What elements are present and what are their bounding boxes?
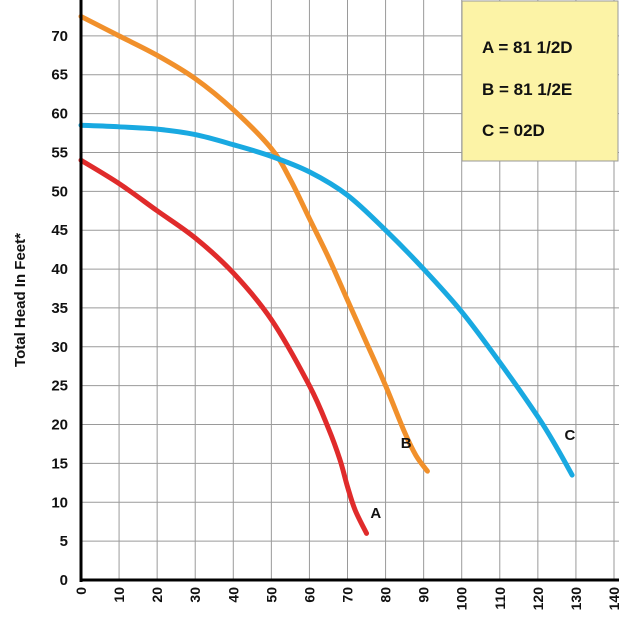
y-tick-25: 25: [51, 378, 68, 395]
axes: [79, 0, 619, 582]
y-tick-10: 10: [51, 494, 68, 511]
y-tick-70: 70: [51, 28, 68, 45]
y-tick-15: 15: [51, 455, 68, 472]
y-tick-65: 65: [51, 67, 68, 84]
x-tick-40: 40: [225, 587, 241, 603]
legend-entry-a: A = 81 1/2D: [482, 38, 573, 57]
x-tick-10: 10: [111, 587, 127, 603]
y-tick-30: 30: [51, 339, 68, 356]
legend: A = 81 1/2D B = 81 1/2E C = 02D: [461, 0, 619, 162]
legend-entry-b: B = 81 1/2E: [482, 80, 572, 99]
x-tick-120: 120: [530, 587, 546, 611]
series-line-b: [78, 13, 430, 474]
y-tick-20: 20: [51, 417, 68, 434]
x-tick-30: 30: [187, 587, 203, 603]
series-line-a: [78, 157, 370, 536]
y-tick-60: 60: [51, 106, 68, 123]
y-tick-50: 50: [51, 183, 68, 200]
x-tick-60: 60: [301, 587, 317, 603]
y-axis-label: Total Head In Feet*: [12, 233, 29, 367]
x-tick-0: 0: [73, 587, 89, 595]
curve-label-a: A: [370, 505, 381, 522]
legend-box: [461, 0, 619, 162]
x-tick-90: 90: [416, 587, 432, 603]
y-tick-45: 45: [51, 222, 68, 239]
x-tick-labels: 0 10 20 30 40 50 60 70 80 90 100 110 120 130 140: [73, 587, 622, 611]
x-tick-50: 50: [263, 587, 279, 603]
x-tick-20: 20: [149, 587, 165, 603]
y-tick-40: 40: [51, 261, 68, 278]
y-tick-35: 35: [51, 300, 68, 317]
series-line-c: [78, 122, 575, 478]
curve-label-b: B: [401, 435, 412, 452]
y-tick-55: 55: [51, 144, 68, 161]
y-tick-labels: 0 5 10 15 20 25 30 35 40 45 50 55 60 65 70: [51, 28, 68, 589]
x-tick-110: 110: [492, 587, 508, 610]
curve-labels: A B C: [370, 427, 575, 522]
x-tick-80: 80: [378, 587, 394, 603]
y-tick-5: 5: [60, 533, 68, 550]
series-lines: [78, 13, 575, 536]
x-tick-140: 140: [606, 587, 622, 611]
grid-lines: [80, 0, 619, 581]
x-tick-100: 100: [454, 587, 470, 611]
curve-label-c: C: [565, 427, 576, 444]
x-tick-70: 70: [340, 587, 356, 603]
legend-entry-c: C = 02D: [482, 121, 545, 140]
y-tick-0: 0: [60, 572, 68, 589]
x-tick-130: 130: [568, 587, 584, 611]
